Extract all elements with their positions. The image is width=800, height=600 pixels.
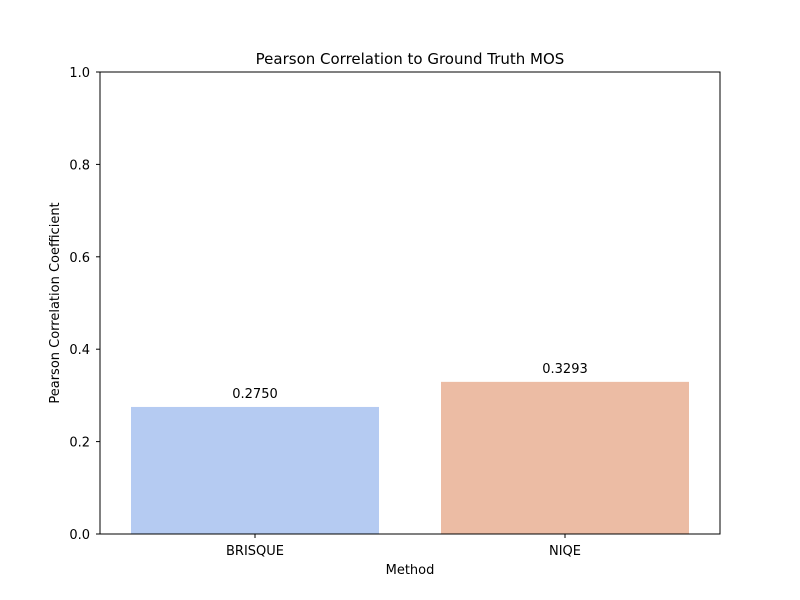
data-label-niqe: 0.3293 — [542, 362, 588, 377]
y-axis-title: Pearson Correlation Coefficient — [48, 202, 63, 403]
bars-group — [131, 381, 689, 534]
x-axis-title: Method — [386, 563, 435, 578]
bar-brisque — [131, 406, 379, 534]
y-tick-label: 1.0 — [69, 66, 90, 81]
chart-title: Pearson Correlation to Ground Truth MOS — [256, 50, 565, 68]
data-label-brisque: 0.2750 — [232, 387, 278, 402]
data-labels-group: 0.2750 0.3293 — [232, 362, 588, 402]
x-tick-label-brisque: BRISQUE — [226, 544, 284, 559]
y-tick-label: 0.0 — [69, 528, 90, 543]
y-tick-label: 0.6 — [69, 251, 90, 266]
bar-niqe — [441, 381, 689, 534]
y-tick-label: 0.2 — [69, 436, 90, 451]
x-tick-label-niqe: NIQE — [549, 544, 581, 559]
y-axis: 0.0 0.2 0.4 0.6 0.8 1.0 — [69, 66, 100, 543]
x-axis: BRISQUE NIQE — [226, 534, 581, 559]
y-tick-label: 0.4 — [69, 343, 90, 358]
y-tick-label: 0.8 — [69, 158, 90, 173]
plot-frame — [99, 71, 721, 535]
